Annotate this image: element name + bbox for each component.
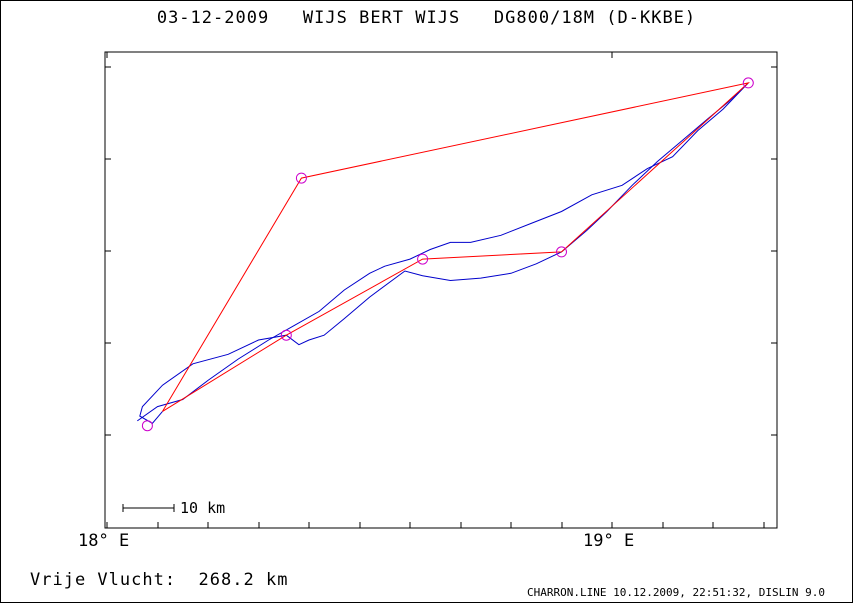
scale-bar <box>122 504 175 512</box>
task-route-layer <box>162 82 751 412</box>
turnpoint-marker-2 <box>280 329 292 341</box>
turnpoint-marker-6 <box>742 77 754 89</box>
turnpoint-marker-5 <box>556 246 567 258</box>
pilot-name: WIJS BERT WIJS <box>302 8 461 28</box>
turnpoint-marker-1 <box>141 420 153 432</box>
task-route-line <box>162 82 751 412</box>
flight-date: 03-12-2009 <box>156 8 270 28</box>
flight-track-outbound <box>137 82 749 422</box>
x-tick-label-19e: 19° E <box>583 531 635 551</box>
distance-value: 268.2 km <box>198 570 289 590</box>
turnpoint-marker-4 <box>417 253 429 265</box>
x-tick-label-18e: 18° E <box>78 531 130 551</box>
distance-label: Vrije Vlucht: <box>30 570 177 590</box>
plot-frame <box>104 51 778 529</box>
turnpoint-marker-3 <box>295 172 307 184</box>
flight-track-layer <box>137 82 749 424</box>
distance-summary: Vrije Vlucht: 268.2 km <box>30 570 288 590</box>
flight-track-return <box>139 82 749 424</box>
turnpoint-layer <box>141 77 754 432</box>
glider-type: DG800/18M (D-KKBE) <box>493 8 697 28</box>
flight-title: 03-12-2009 WIJS BERT WIJS DG800/18M (D-K… <box>0 8 853 28</box>
scale-bar-label: 10 km <box>180 499 226 517</box>
axis-ticks <box>105 52 777 528</box>
credit-line: CHARRON.LINE 10.12.2009, 22:51:32, DISLI… <box>526 586 825 599</box>
